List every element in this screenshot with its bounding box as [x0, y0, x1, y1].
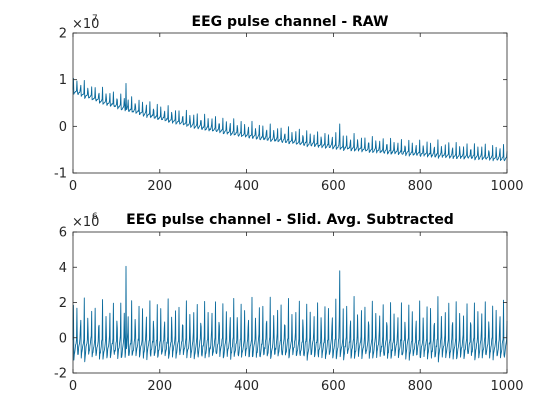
y-tick-label-filtered: 4	[59, 261, 67, 276]
exponent-base-raw: ×10	[72, 17, 99, 32]
y-tick-label-raw: 1	[59, 73, 67, 88]
series-line-filtered-0	[72, 265, 508, 363]
axes-box-filtered	[72, 231, 508, 374]
x-tick-label-filtered: 200	[147, 379, 172, 394]
x-tick-label-filtered: 1000	[490, 379, 523, 394]
series-line-raw	[72, 77, 508, 162]
y-tick-label-raw: -1	[54, 167, 67, 182]
x-tick-label-raw: 0	[69, 179, 77, 194]
x-tick-label-raw: 200	[147, 179, 172, 194]
y-tick-label-filtered: 6	[59, 226, 67, 241]
y-tick-label-filtered: 0	[59, 331, 67, 346]
x-tick-label-raw: 1000	[490, 179, 523, 194]
exponent-power-raw: 7	[92, 14, 98, 24]
x-tick-label-raw: 400	[234, 179, 259, 194]
x-tick-label-filtered: 800	[408, 379, 433, 394]
x-tick-label-filtered: 400	[234, 379, 259, 394]
series-line-raw-0	[72, 77, 508, 162]
subplot-raw: EEG pulse channel - RAW ×10 7 0 200 400 600…	[54, 14, 524, 194]
exponent-power-filtered: 6	[92, 212, 98, 222]
axes-box-raw	[72, 32, 508, 174]
x-tick-label-filtered: 0	[69, 379, 77, 394]
y-tick-label-raw: 0	[59, 120, 67, 135]
exponent-base-filtered: ×10	[72, 215, 99, 230]
subplot-filtered: EEG pulse channel - Slid. Avg. Subtracte…	[54, 212, 524, 394]
x-tick-label-filtered: 600	[321, 379, 346, 394]
x-tick-label-raw: 600	[321, 179, 346, 194]
chart-title-filtered: EEG pulse channel - Slid. Avg. Subtracte…	[126, 212, 454, 228]
exponent-multiplier-raw: ×10 7	[72, 14, 99, 32]
exponent-multiplier-filtered: ×10 6	[72, 212, 99, 230]
y-tick-label-filtered: -2	[54, 367, 67, 382]
y-tick-label-filtered: 2	[59, 296, 67, 311]
series-line-filtered	[72, 265, 508, 363]
x-tick-label-raw: 800	[408, 179, 433, 194]
y-tick-label-raw: 2	[59, 27, 67, 42]
chart-title-raw: EEG pulse channel - RAW	[192, 14, 389, 30]
